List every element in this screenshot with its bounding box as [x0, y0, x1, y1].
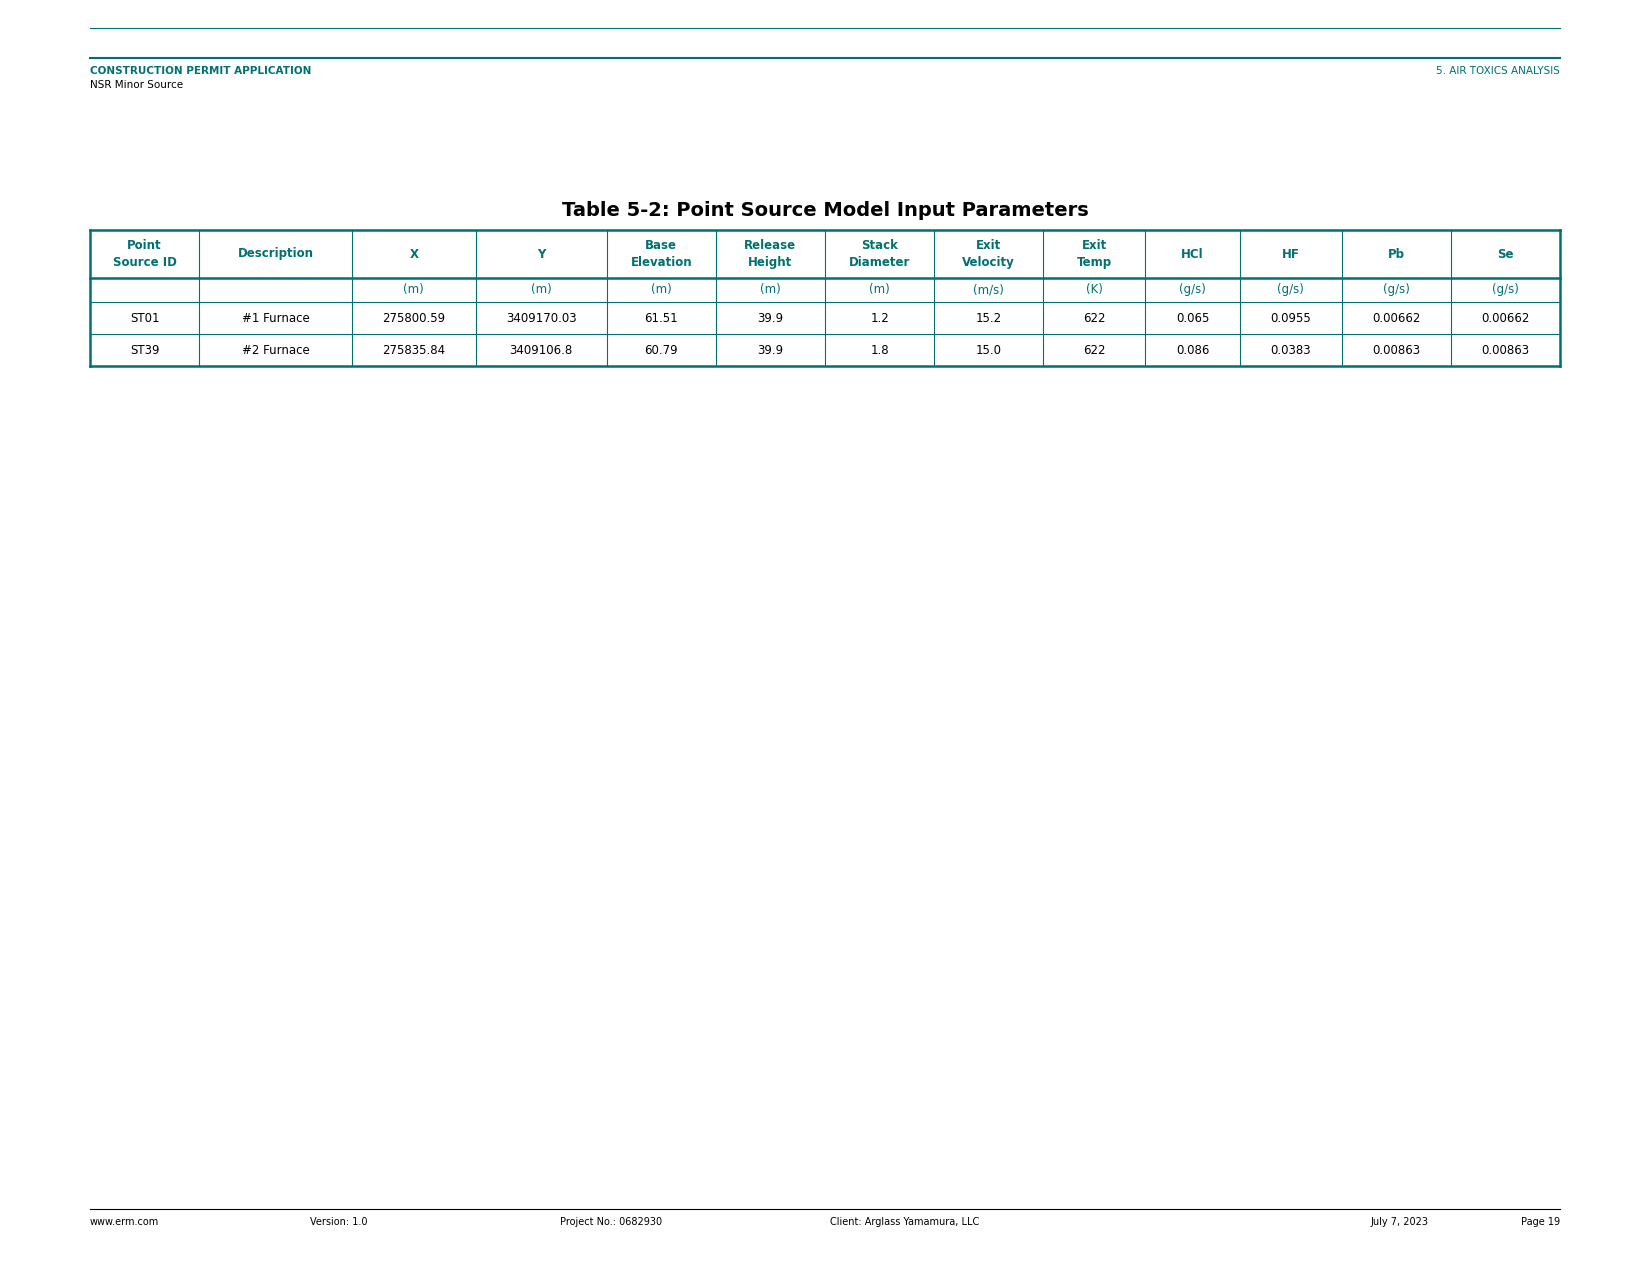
Text: 5. AIR TOXICS ANALYSIS: 5. AIR TOXICS ANALYSIS	[1436, 66, 1559, 76]
Text: 1.2: 1.2	[870, 311, 889, 325]
Text: Project No.: 0682930: Project No.: 0682930	[559, 1218, 662, 1227]
Text: 0.00662: 0.00662	[1482, 311, 1530, 325]
Text: 0.00662: 0.00662	[1373, 311, 1421, 325]
Text: Point
Source ID: Point Source ID	[112, 238, 177, 269]
Text: ST01: ST01	[130, 311, 160, 325]
Text: (m): (m)	[650, 283, 672, 297]
Text: www.erm.com: www.erm.com	[91, 1218, 160, 1227]
Text: #1 Furnace: #1 Furnace	[241, 311, 310, 325]
Text: (g/s): (g/s)	[1180, 283, 1206, 297]
Text: NSR Minor Source: NSR Minor Source	[91, 80, 183, 91]
Text: 15.2: 15.2	[975, 311, 1002, 325]
Text: Description: Description	[238, 247, 314, 260]
Text: Stack
Diameter: Stack Diameter	[848, 238, 911, 269]
Text: (g/s): (g/s)	[1277, 283, 1304, 297]
Text: Pb: Pb	[1388, 247, 1404, 260]
Text: 39.9: 39.9	[757, 311, 784, 325]
Text: (m): (m)	[761, 283, 780, 297]
Text: 1.8: 1.8	[870, 343, 889, 357]
Text: 3409170.03: 3409170.03	[507, 311, 576, 325]
Text: (m): (m)	[531, 283, 551, 297]
Text: (K): (K)	[1086, 283, 1102, 297]
Text: Exit
Temp: Exit Temp	[1077, 238, 1112, 269]
Text: (m/s): (m/s)	[974, 283, 1005, 297]
Text: 275835.84: 275835.84	[383, 343, 446, 357]
Text: (g/s): (g/s)	[1492, 283, 1520, 297]
Text: Y: Y	[536, 247, 546, 260]
Text: HF: HF	[1282, 247, 1300, 260]
Text: Release
Height: Release Height	[744, 238, 797, 269]
Text: 0.00863: 0.00863	[1373, 343, 1421, 357]
Text: Client: Arglass Yamamura, LLC: Client: Arglass Yamamura, LLC	[830, 1218, 978, 1227]
Text: 3409106.8: 3409106.8	[510, 343, 573, 357]
Text: July 7, 2023: July 7, 2023	[1370, 1218, 1427, 1227]
Text: 39.9: 39.9	[757, 343, 784, 357]
Text: 15.0: 15.0	[975, 343, 1002, 357]
Text: Exit
Velocity: Exit Velocity	[962, 238, 1015, 269]
Text: (g/s): (g/s)	[1383, 283, 1409, 297]
Text: 0.065: 0.065	[1176, 311, 1209, 325]
Text: #2 Furnace: #2 Furnace	[241, 343, 310, 357]
Text: (m): (m)	[870, 283, 889, 297]
Text: 61.51: 61.51	[645, 311, 678, 325]
Text: Base
Elevation: Base Elevation	[630, 238, 691, 269]
Text: Table 5-2: Point Source Model Input Parameters: Table 5-2: Point Source Model Input Para…	[561, 200, 1089, 219]
Text: ST39: ST39	[130, 343, 160, 357]
Text: HCl: HCl	[1181, 247, 1204, 260]
Text: 0.0383: 0.0383	[1270, 343, 1312, 357]
Text: Se: Se	[1497, 247, 1513, 260]
Text: 622: 622	[1082, 311, 1106, 325]
Text: 60.79: 60.79	[645, 343, 678, 357]
Text: 0.0955: 0.0955	[1270, 311, 1312, 325]
Text: Page 19: Page 19	[1521, 1218, 1559, 1227]
Text: Version: 1.0: Version: 1.0	[310, 1218, 368, 1227]
Text: X: X	[409, 247, 419, 260]
Text: 622: 622	[1082, 343, 1106, 357]
Text: 275800.59: 275800.59	[383, 311, 446, 325]
Text: 0.086: 0.086	[1176, 343, 1209, 357]
Text: CONSTRUCTION PERMIT APPLICATION: CONSTRUCTION PERMIT APPLICATION	[91, 66, 312, 76]
Text: (m): (m)	[404, 283, 424, 297]
Text: 0.00863: 0.00863	[1482, 343, 1530, 357]
